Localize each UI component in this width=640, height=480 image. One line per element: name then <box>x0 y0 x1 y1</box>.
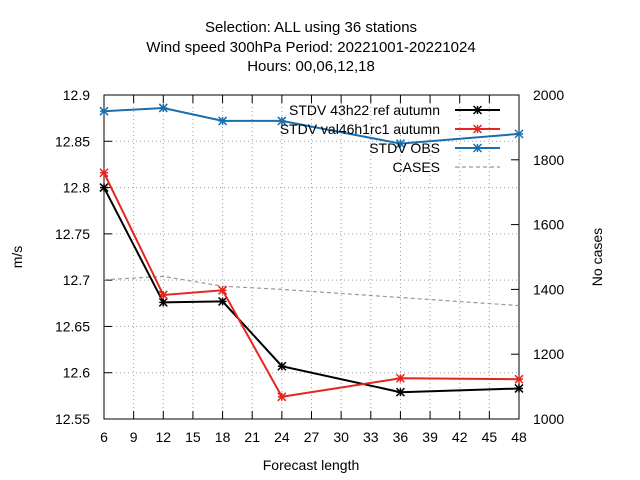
plot-series <box>99 103 524 402</box>
series-1-line <box>103 172 520 398</box>
x-tick-label: 36 <box>393 429 409 445</box>
y-tick-label: 12.6 <box>63 365 90 381</box>
series-0-line <box>103 187 520 394</box>
series-0-point <box>158 297 168 307</box>
x-tick-label: 24 <box>274 429 290 445</box>
series-2-point-d2 <box>514 129 524 139</box>
series-0-point-d2 <box>218 296 228 306</box>
title-line-2: Wind speed 300hPa Period: 20221001-20221… <box>146 39 475 56</box>
series-1-point <box>218 285 228 295</box>
title-line-3: Hours: 00,06,12,18 <box>247 58 375 75</box>
series-2-point <box>277 116 287 126</box>
axes: 6 9 12 15 18 21 24 27 30 33 36 39 42 45 48 12.55 12.6 12.… <box>55 87 564 445</box>
y-tick-label: 12.75 <box>55 226 90 242</box>
x-tick-label: 18 <box>215 429 231 445</box>
x-tick-label: 42 <box>452 429 468 445</box>
series-3-line <box>103 275 520 307</box>
series-1-point <box>514 374 524 384</box>
series-0-point-d2 <box>277 361 287 371</box>
y-tick-label: 12.7 <box>63 272 90 288</box>
x-tick-label: 6 <box>100 429 108 445</box>
series-1-point-d2 <box>395 373 405 383</box>
series-2-point-d2 <box>395 139 405 149</box>
legend-marker-1 <box>472 124 483 134</box>
series-1-point-d2 <box>158 290 168 300</box>
legend-marker-0-d2 <box>472 105 483 115</box>
x-tick-label: 27 <box>304 429 320 445</box>
legend-label-0: STDV 43h22 ref autumn <box>289 102 440 118</box>
series-1-point <box>395 373 405 383</box>
legend-marker-0 <box>472 105 483 115</box>
series-0-point <box>218 296 228 306</box>
series-2-point <box>395 139 405 149</box>
y-tick-label: 12.55 <box>55 411 90 427</box>
x-tick-label: 33 <box>363 429 379 445</box>
legend-label-1: STDV val46h1rc1 autumn <box>280 121 440 137</box>
series-2-point <box>99 106 109 116</box>
chart-title: Selection: ALL using 36 stations Wind sp… <box>146 19 475 75</box>
series-0-point-d2 <box>395 387 405 397</box>
legend-marker-2-d2 <box>472 143 483 153</box>
series-1-point-d2 <box>514 374 524 384</box>
series-2-point <box>158 103 168 113</box>
x-tick-label: 9 <box>130 429 138 445</box>
y2-tick-label: 1600 <box>533 217 564 233</box>
y-axis-label: m/s <box>9 246 25 269</box>
series-2-point <box>218 116 228 126</box>
series-1-point-d2 <box>99 168 109 178</box>
x-tick-label: 39 <box>422 429 438 445</box>
x-tick-label: 30 <box>333 429 349 445</box>
y2-tick-label: 1200 <box>533 346 564 362</box>
title-line-1: Selection: ALL using 36 stations <box>205 19 417 36</box>
series-1-point-d2 <box>277 392 287 402</box>
series-0-point-d2 <box>514 383 524 393</box>
y-tick-label: 12.85 <box>55 133 90 149</box>
series-1-point <box>99 168 109 178</box>
y2-tick-label: 1800 <box>533 152 564 168</box>
series-1-point-d2 <box>218 285 228 295</box>
series-0-point <box>514 383 524 393</box>
series-0-point <box>277 361 287 371</box>
y2-axis-label: No cases <box>589 228 605 286</box>
series-2-line <box>103 106 520 145</box>
legend-marker-1-d2 <box>472 124 483 134</box>
legend-marker-2 <box>472 143 483 153</box>
y2-tick-label: 2000 <box>533 87 564 103</box>
x-tick-label: 15 <box>185 429 201 445</box>
y-tick-label: 12.9 <box>63 87 90 103</box>
x-tick-label: 12 <box>155 429 171 445</box>
series-0-point <box>395 387 405 397</box>
series-1-point <box>277 392 287 402</box>
x-tick-label: 48 <box>511 429 527 445</box>
x-tick-label: 45 <box>482 429 498 445</box>
y-tick-label: 12.65 <box>55 318 90 334</box>
y-tick-label: 12.8 <box>63 180 90 196</box>
series-0-point-d2 <box>99 183 109 193</box>
series-1-point <box>158 290 168 300</box>
series-2-point-d2 <box>158 103 168 113</box>
series-2-point-d2 <box>218 116 228 126</box>
x-tick-label: 21 <box>244 429 260 445</box>
series-0-point <box>99 183 109 193</box>
legend: STDV 43h22 ref autumn STDV val46h1rc1 aut… <box>280 102 500 175</box>
series-0-point-d2 <box>158 297 168 307</box>
x-axis-label: Forecast length <box>263 457 360 473</box>
legend-label-2: STDV OBS <box>369 140 440 156</box>
grid <box>103 94 520 420</box>
y2-tick-label: 1000 <box>533 411 564 427</box>
y2-tick-label: 1400 <box>533 281 564 297</box>
series-2-point <box>514 129 524 139</box>
series-2-point-d2 <box>99 106 109 116</box>
legend-label-3: CASES <box>393 159 440 175</box>
series-2-point-d2 <box>277 116 287 126</box>
